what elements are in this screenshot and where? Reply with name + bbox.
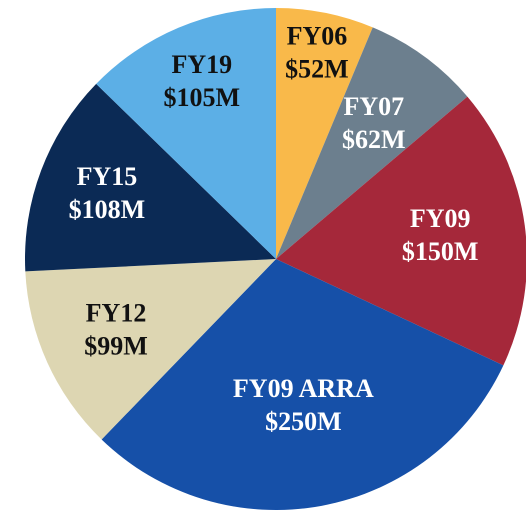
slice-label: FY19: [171, 50, 232, 79]
slice-label: FY06: [287, 22, 348, 51]
pie-slice: [96, 8, 276, 259]
pie-slice: [276, 27, 468, 259]
pie-slice: [276, 96, 526, 366]
slice-label: FY12: [86, 299, 147, 328]
pie-slice: [276, 8, 373, 259]
slice-value-label: $99M: [84, 332, 148, 361]
slice-label: FY15: [77, 162, 138, 191]
slice-label: FY09: [410, 204, 471, 233]
slice-label: FY07: [343, 92, 404, 121]
pie-slice: [101, 259, 504, 511]
pie-slice: [25, 259, 276, 440]
slice-value-label: $150M: [402, 237, 479, 266]
slice-value-label: $52M: [285, 55, 349, 84]
slice-label: FY09 ARRA: [233, 374, 374, 403]
slice-value-label: $62M: [342, 125, 406, 154]
slice-value-label: $108M: [69, 195, 146, 224]
pie-slice: [25, 83, 277, 272]
slice-value-label: $105M: [164, 83, 241, 112]
slice-value-label: $250M: [265, 407, 342, 436]
